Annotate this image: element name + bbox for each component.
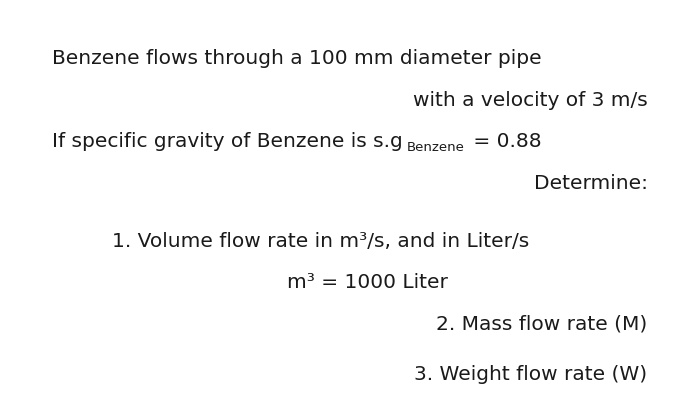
- Text: m³ = 1000 Liter: m³ = 1000 Liter: [287, 273, 448, 293]
- Text: with a velocity of 3 m/s: with a velocity of 3 m/s: [413, 91, 648, 110]
- Text: 2. Mass flow rate (M): 2. Mass flow rate (M): [436, 315, 648, 334]
- Text: 3. Weight flow rate (W): 3. Weight flow rate (W): [414, 365, 648, 384]
- Text: Benzene: Benzene: [407, 141, 465, 154]
- Text: If specific gravity of Benzene is s.g: If specific gravity of Benzene is s.g: [52, 132, 403, 151]
- Text: 1. Volume flow rate in m³/s, and in Liter/s: 1. Volume flow rate in m³/s, and in Lite…: [112, 232, 529, 251]
- Text: = 0.88: = 0.88: [467, 132, 541, 151]
- Text: Benzene flows through a 100 mm diameter pipe: Benzene flows through a 100 mm diameter …: [52, 49, 542, 68]
- Text: Determine:: Determine:: [533, 174, 648, 193]
